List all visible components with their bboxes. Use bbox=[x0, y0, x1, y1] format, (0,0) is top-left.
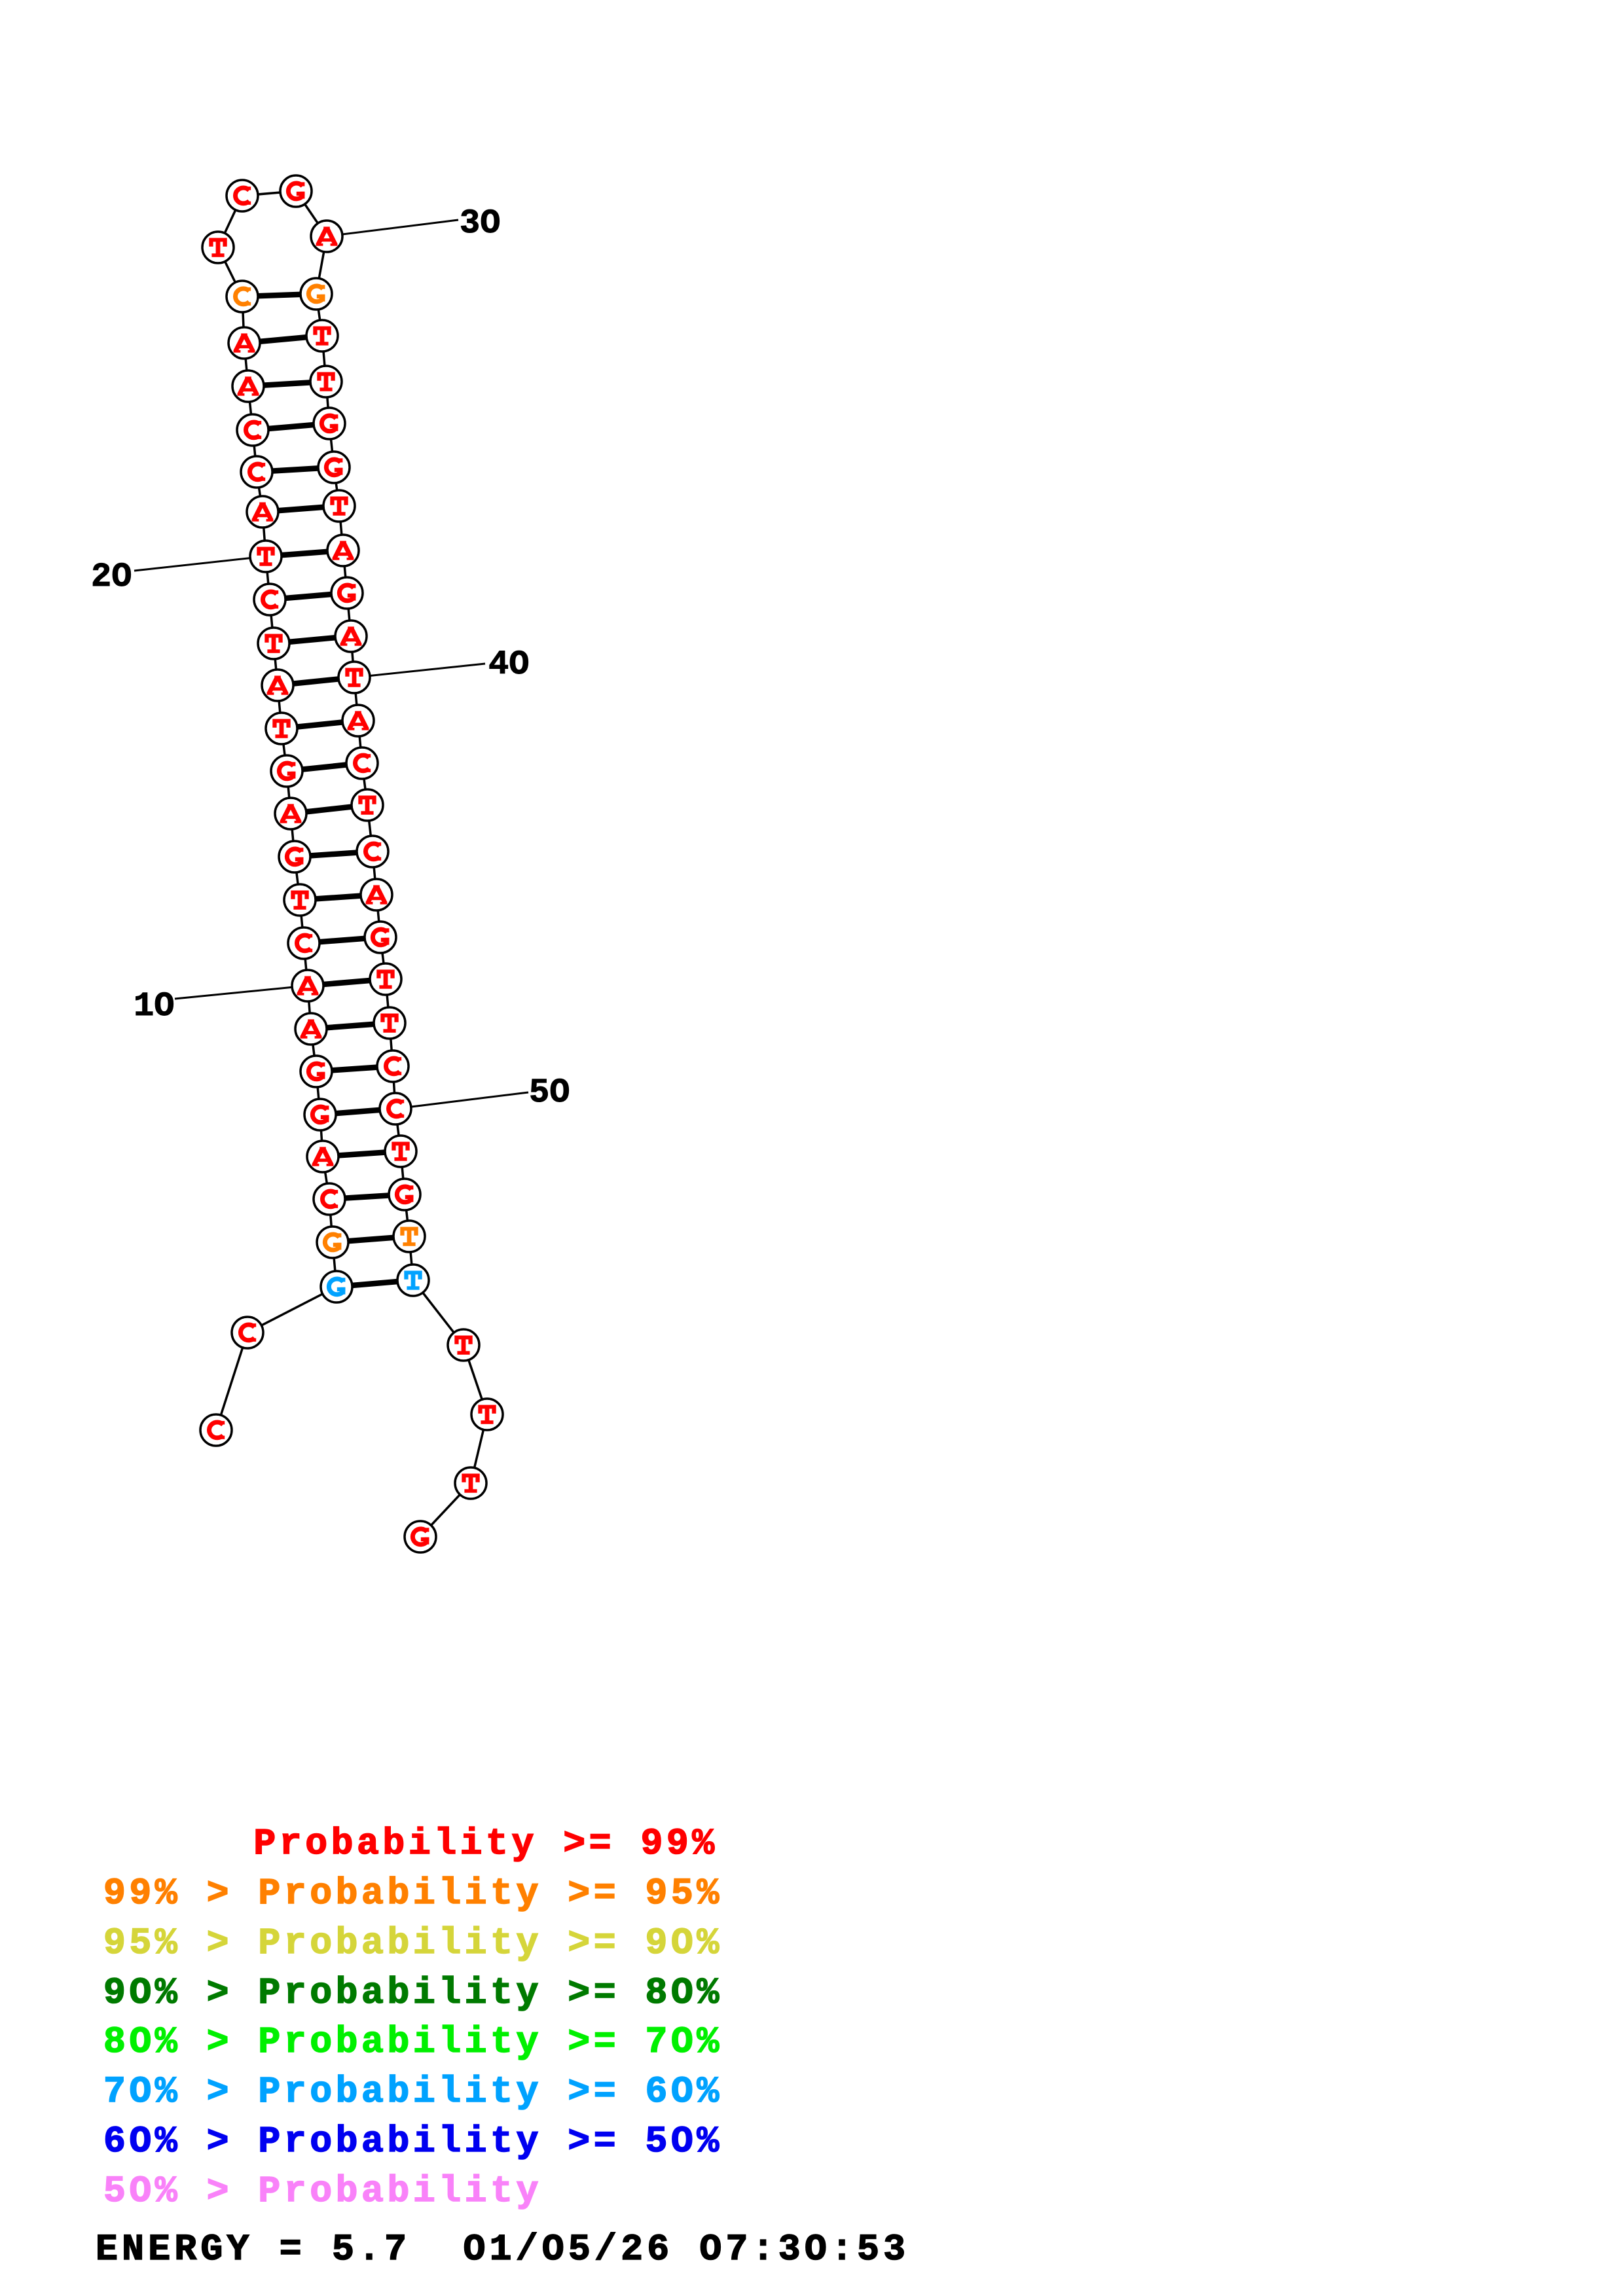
svg-text:8O% > Probability >= 7O%: 8O% > Probability >= 7O% bbox=[103, 2021, 723, 2063]
svg-text:5O: 5O bbox=[529, 1073, 570, 1112]
svg-text:ENERGY = 5.7 O1/O5/26 O7:3O:5: ENERGY = 5.7 O1/O5/26 O7:3O:53 bbox=[96, 2229, 909, 2270]
svg-text:Probability >= 99%: Probability >= 99% bbox=[253, 1823, 718, 1865]
svg-text:6O% > Probability >= 5O%: 6O% > Probability >= 5O% bbox=[103, 2121, 723, 2162]
svg-text:95% > Probability >= 9O%: 95% > Probability >= 9O% bbox=[103, 1922, 723, 1964]
svg-text:3O: 3O bbox=[460, 204, 500, 243]
svg-text:9O% > Probability >= 8O%: 9O% > Probability >= 8O% bbox=[103, 1972, 723, 2014]
svg-text:1O: 1O bbox=[134, 987, 174, 1026]
svg-text:5O% > Probability: 5O% > Probability bbox=[103, 2170, 542, 2212]
svg-text:4O: 4O bbox=[488, 645, 529, 684]
svg-text:99% > Probability >= 95%: 99% > Probability >= 95% bbox=[103, 1873, 723, 1914]
svg-text:2O: 2O bbox=[91, 558, 132, 596]
svg-text:7O% > Probability >= 6O%: 7O% > Probability >= 6O% bbox=[103, 2071, 723, 2113]
